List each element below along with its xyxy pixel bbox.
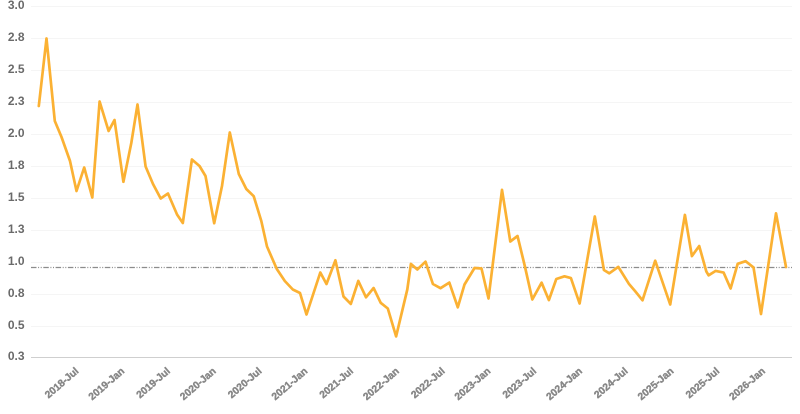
svg-text:3.0: 3.0 xyxy=(8,0,25,12)
svg-text:0.8: 0.8 xyxy=(8,286,25,300)
svg-text:1.0: 1.0 xyxy=(8,254,25,268)
svg-text:2.3: 2.3 xyxy=(8,94,25,108)
svg-text:0.5: 0.5 xyxy=(8,318,25,332)
svg-text:1.8: 1.8 xyxy=(8,158,25,172)
svg-text:2.5: 2.5 xyxy=(8,62,25,76)
svg-text:1.5: 1.5 xyxy=(8,190,25,204)
svg-text:2.0: 2.0 xyxy=(8,126,25,140)
svg-text:0.3: 0.3 xyxy=(8,349,25,363)
svg-text:2.8: 2.8 xyxy=(8,30,25,44)
svg-text:1.3: 1.3 xyxy=(8,222,25,236)
